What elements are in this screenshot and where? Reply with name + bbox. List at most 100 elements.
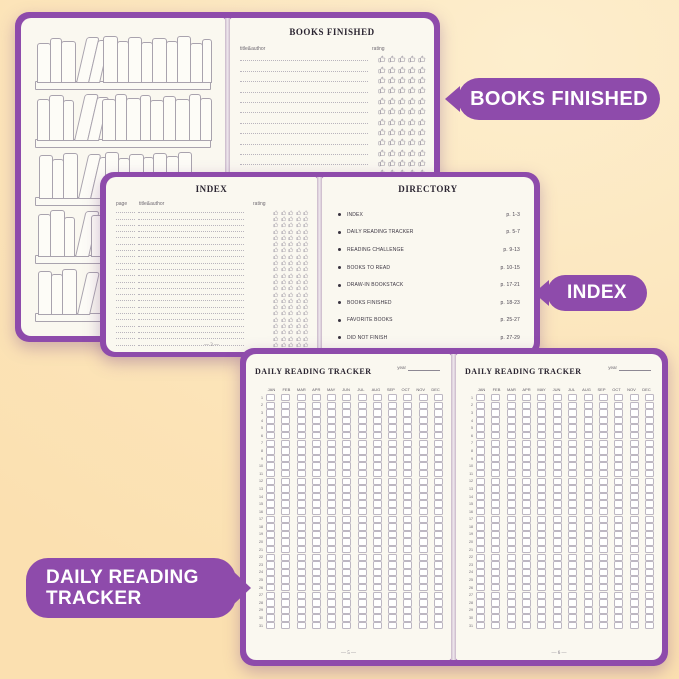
- tracker-day-cell[interactable]: [433, 599, 443, 607]
- tracker-day-cell[interactable]: [433, 462, 443, 470]
- tracker-day-cell[interactable]: [506, 470, 516, 478]
- tracker-day-cell[interactable]: [342, 561, 352, 569]
- tracker-day-cell[interactable]: [342, 591, 352, 599]
- tracker-day-cell[interactable]: [327, 485, 337, 493]
- tracker-day-cell[interactable]: [491, 462, 501, 470]
- tracker-day-cell[interactable]: [614, 576, 624, 584]
- tracker-day-cell[interactable]: [296, 432, 306, 440]
- tracker-day-row[interactable]: 9: [254, 454, 443, 463]
- tracker-day-row[interactable]: 6: [254, 432, 443, 440]
- tracker-day-cell[interactable]: [644, 553, 654, 561]
- tracker-day-cell[interactable]: [372, 394, 382, 402]
- page-number-line[interactable]: [116, 294, 135, 296]
- tracker-day-cell[interactable]: [506, 583, 516, 592]
- tracker-day-cell[interactable]: [388, 401, 398, 410]
- thumbs-up-icon[interactable]: [280, 260, 287, 266]
- thumbs-up-icon[interactable]: [418, 149, 426, 157]
- thumbs-up-icon[interactable]: [418, 128, 426, 136]
- tracker-day-cell[interactable]: [476, 477, 485, 486]
- tracker-day-cell[interactable]: [296, 447, 306, 455]
- tracker-day-cell[interactable]: [311, 394, 321, 402]
- tracker-day-cell[interactable]: [342, 447, 352, 455]
- tracker-day-cell[interactable]: [506, 606, 516, 615]
- tracker-day-cell[interactable]: [327, 621, 337, 630]
- tracker-day-row[interactable]: 5: [254, 424, 443, 432]
- tracker-day-cell[interactable]: [583, 599, 593, 607]
- tracker-day-cell[interactable]: [372, 530, 382, 539]
- page-number-line[interactable]: [116, 325, 135, 327]
- thumbs-up-icon[interactable]: [273, 210, 279, 216]
- tracker-day-cell[interactable]: [266, 485, 275, 493]
- tracker-day-cell[interactable]: [296, 401, 306, 410]
- thumbs-up-icon[interactable]: [273, 285, 279, 291]
- table-row[interactable]: [116, 341, 309, 348]
- tracker-day-row[interactable]: 14: [464, 492, 654, 501]
- tracker-day-cell[interactable]: [522, 599, 532, 607]
- tracker-day-cell[interactable]: [537, 515, 547, 523]
- tracker-day-cell[interactable]: [403, 401, 413, 410]
- tracker-day-cell[interactable]: [476, 470, 485, 478]
- thumbs-up-icon[interactable]: [303, 329, 309, 335]
- tracker-day-cell[interactable]: [403, 454, 413, 463]
- tracker-day-cell[interactable]: [403, 530, 413, 539]
- thumbs-up-icon[interactable]: [288, 216, 294, 222]
- tracker-day-cell[interactable]: [506, 553, 516, 561]
- tracker-day-cell[interactable]: [357, 477, 367, 486]
- write-line[interactable]: [138, 319, 244, 321]
- tracker-day-row[interactable]: 13: [254, 485, 443, 493]
- tracker-day-cell[interactable]: [506, 432, 516, 440]
- tracker-day-cell[interactable]: [598, 553, 608, 561]
- tracker-day-cell[interactable]: [311, 485, 321, 493]
- tracker-day-cell[interactable]: [614, 599, 624, 607]
- thumbs-up-icon[interactable]: [303, 266, 309, 272]
- rating-thumbs[interactable]: [273, 329, 309, 335]
- tracker-day-cell[interactable]: [629, 515, 639, 523]
- tracker-day-cell[interactable]: [644, 424, 654, 432]
- tracker-day-cell[interactable]: [522, 470, 532, 478]
- tracker-day-cell[interactable]: [281, 553, 291, 561]
- tracker-day-cell[interactable]: [522, 416, 532, 425]
- tracker-day-row[interactable]: 10: [464, 462, 654, 470]
- tracker-day-cell[interactable]: [388, 477, 398, 486]
- thumbs-up-icon[interactable]: [288, 336, 294, 342]
- tracker-day-cell[interactable]: [644, 621, 654, 630]
- thumbs-up-icon[interactable]: [303, 298, 309, 304]
- tracker-day-cell[interactable]: [522, 454, 532, 463]
- tracker-day-cell[interactable]: [403, 500, 413, 508]
- tracker-day-cell[interactable]: [568, 538, 578, 546]
- thumbs-up-icon[interactable]: [408, 149, 416, 157]
- rating-thumbs[interactable]: [273, 336, 309, 342]
- tracker-day-cell[interactable]: [357, 591, 367, 599]
- tracker-day-cell[interactable]: [629, 462, 639, 470]
- tracker-day-cell[interactable]: [568, 424, 578, 432]
- tracker-day-cell[interactable]: [433, 432, 443, 440]
- thumbs-up-icon[interactable]: [280, 247, 287, 253]
- tracker-day-cell[interactable]: [583, 394, 593, 402]
- page-number-line[interactable]: [116, 338, 135, 340]
- thumbs-up-icon[interactable]: [288, 285, 294, 291]
- thumbs-up-icon[interactable]: [418, 86, 426, 94]
- tracker-day-cell[interactable]: [433, 409, 443, 417]
- thumbs-up-icon[interactable]: [398, 149, 406, 157]
- tracker-day-cell[interactable]: [506, 409, 516, 417]
- tracker-day-cell[interactable]: [327, 447, 337, 455]
- tracker-day-cell[interactable]: [614, 591, 624, 599]
- directory-entry[interactable]: DRAW-IN BOOKSTACK p. 17-21: [338, 276, 520, 294]
- tracker-day-cell[interactable]: [568, 470, 578, 478]
- tracker-day-cell[interactable]: [568, 492, 578, 501]
- tracker-day-cell[interactable]: [522, 553, 532, 561]
- tracker-day-cell[interactable]: [491, 447, 501, 455]
- tracker-day-row[interactable]: 10: [254, 462, 443, 470]
- tracker-day-cell[interactable]: [418, 401, 428, 410]
- directory-entry[interactable]: FAVORITE BOOKS p. 25-27: [338, 312, 520, 330]
- write-line[interactable]: [138, 281, 244, 283]
- thumbs-up-icon[interactable]: [288, 235, 294, 241]
- rating-thumbs[interactable]: [273, 260, 309, 266]
- tracker-day-cell[interactable]: [342, 492, 352, 501]
- tracker-day-cell[interactable]: [629, 470, 639, 478]
- tracker-day-cell[interactable]: [433, 553, 443, 561]
- tracker-day-cell[interactable]: [552, 439, 562, 448]
- tracker-day-cell[interactable]: [296, 492, 306, 501]
- tracker-day-cell[interactable]: [552, 561, 562, 569]
- tracker-day-cell[interactable]: [522, 409, 532, 417]
